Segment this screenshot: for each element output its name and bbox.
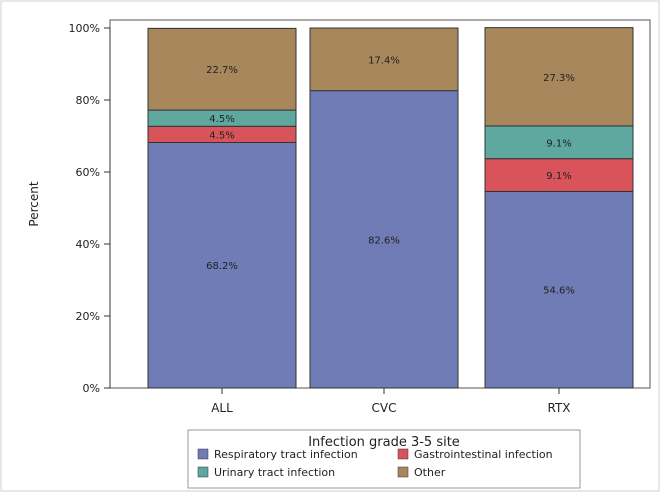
legend-box bbox=[187, 429, 581, 489]
x-tick-label: RTX bbox=[547, 401, 570, 415]
bar-value-label: 82.6% bbox=[368, 235, 400, 246]
legend-label: Gastrointestinal infection bbox=[414, 448, 553, 461]
legend-label: Urinary tract infection bbox=[214, 466, 335, 479]
legend-swatch bbox=[197, 466, 209, 478]
bar-segment bbox=[484, 158, 634, 192]
y-axis: 0% 20% 40% 60% 80% 100% bbox=[69, 22, 111, 395]
bar-segment bbox=[309, 27, 459, 92]
bar-value-label: 17.4% bbox=[368, 55, 400, 66]
y-tick-label: 40% bbox=[76, 238, 100, 251]
bar-value-label: 27.3% bbox=[543, 73, 575, 84]
bar-segment bbox=[147, 27, 297, 111]
x-tick-label: CVC bbox=[372, 401, 397, 415]
legend-swatch bbox=[397, 466, 409, 478]
bar-value-label: 22.7% bbox=[206, 65, 238, 76]
y-axis-title: Percent bbox=[27, 181, 41, 226]
bar-value-label: 54.6% bbox=[543, 286, 575, 297]
bar-value-label: 68.2% bbox=[206, 261, 238, 272]
legend: Infection grade 3-5 site Respiratory tra… bbox=[187, 429, 581, 489]
bar-segment bbox=[484, 125, 634, 160]
bar-value-label: 9.1% bbox=[546, 138, 571, 149]
bar-value-label: 4.5% bbox=[209, 130, 234, 141]
y-tick-label: 0% bbox=[83, 382, 100, 395]
y-tick-label: 60% bbox=[76, 166, 100, 179]
legend-swatch bbox=[397, 448, 409, 460]
bars-layer: 68.2% 22.7% 82.6% 17.4% 54.6% 9.1% 9.1% 27.3% 4.… bbox=[147, 27, 634, 389]
legend-label: Other bbox=[414, 466, 446, 479]
bar-value-label: 9.1% bbox=[546, 171, 571, 182]
bar-segment bbox=[484, 27, 634, 127]
legend-swatch bbox=[197, 448, 209, 460]
legend-title: Infection grade 3-5 site bbox=[308, 435, 460, 450]
y-tick-label: 100% bbox=[69, 22, 100, 35]
y-tick-label: 80% bbox=[76, 94, 100, 107]
legend-label: Respiratory tract infection bbox=[214, 448, 358, 461]
bar-segment bbox=[309, 90, 459, 389]
bar-value-label: 4.5% bbox=[209, 114, 234, 125]
y-tick-label: 20% bbox=[76, 310, 100, 323]
x-axis: ALL CVC RTX bbox=[211, 388, 571, 415]
bar-segment bbox=[484, 190, 634, 389]
x-tick-label: ALL bbox=[211, 401, 233, 415]
